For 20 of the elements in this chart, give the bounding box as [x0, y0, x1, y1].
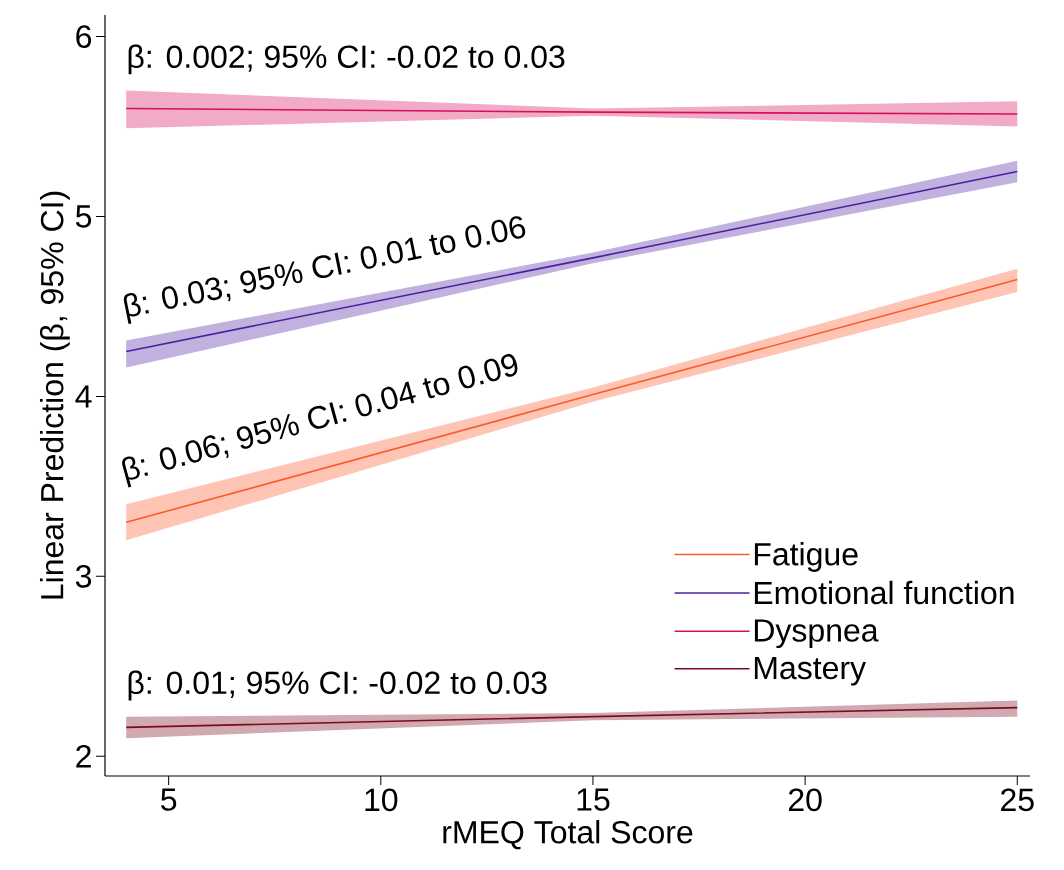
annotation: β: 0.06; 95% CI: 0.04 to 0.09: [122, 354, 518, 488]
legend-label: Mastery: [754, 656, 867, 686]
y-tick-label: 6: [76, 25, 92, 48]
x-tick-label: 5: [161, 788, 177, 811]
x-axis-title: rMEQ Total Score: [443, 820, 693, 850]
y-tick-label: 5: [75, 205, 92, 228]
x-tick-label: 15: [577, 788, 610, 811]
legend-label: Emotional function: [754, 580, 1014, 605]
y-axis-title: Linear Prediction (β, 95% CI): [39, 191, 70, 599]
legend-label: Fatigue: [754, 542, 858, 572]
legend-label: Dyspnea: [754, 619, 879, 649]
x-tick-label: 10: [365, 788, 398, 812]
x-tick-label: 20: [788, 788, 822, 812]
y-tick-label: 4: [75, 385, 92, 408]
annotation: β: 0.002; 95% CI: -0.02 to 0.03: [128, 44, 565, 75]
y-tick-label: 2: [76, 745, 91, 768]
annotation: β: 0.03; 95% CI: 0.01 to 0.06: [123, 216, 526, 324]
y-tick-label: 3: [75, 564, 92, 588]
annotation: β: 0.01; 95% CI: -0.02 to 0.03: [128, 670, 547, 701]
x-tick-label: 25: [1001, 788, 1034, 812]
